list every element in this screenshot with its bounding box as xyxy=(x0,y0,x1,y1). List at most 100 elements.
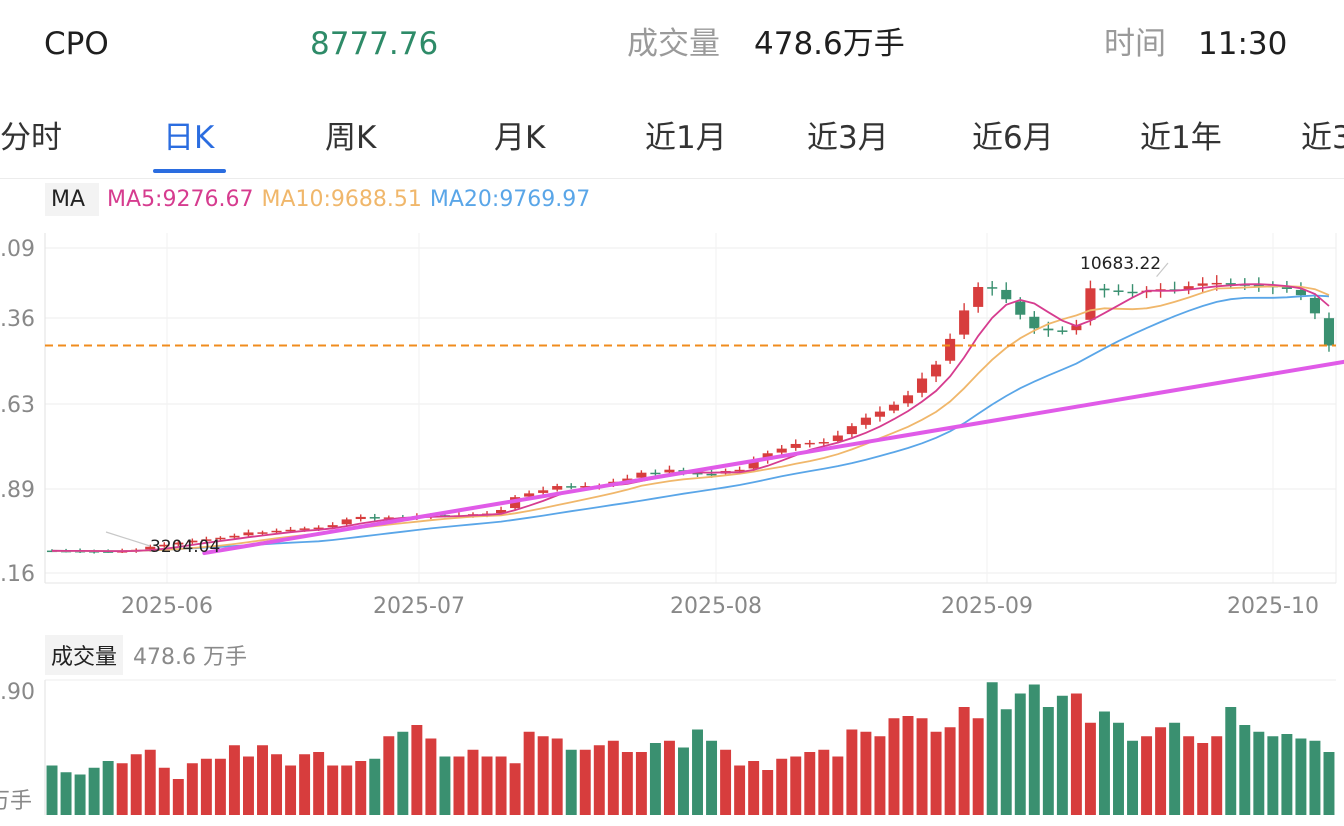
volume-bar xyxy=(439,756,451,815)
volume-bar xyxy=(1056,695,1068,815)
candle-up xyxy=(959,310,970,335)
volume-bar xyxy=(1141,736,1153,815)
tab-daily-k[interactable]: 日K xyxy=(163,120,215,156)
volume-bar xyxy=(74,774,86,815)
volume-bar xyxy=(1183,736,1195,815)
volume-bar xyxy=(130,754,142,815)
candle-up xyxy=(299,528,310,530)
candle-up xyxy=(1071,325,1082,331)
volume-indicator-value: 478.6 万手 xyxy=(133,645,247,670)
candle-up xyxy=(1211,282,1222,285)
tab-weekly-k[interactable]: 周K xyxy=(325,120,377,156)
candle-up xyxy=(1197,283,1208,286)
candle-up xyxy=(524,493,535,497)
volume-bar xyxy=(621,752,633,815)
candle-up xyxy=(931,364,942,377)
period-tabs: 分时 日K 周K 月K 近1月 近3月 近6月 近1年 近3 xyxy=(0,96,1344,179)
volume-bar xyxy=(804,752,816,815)
volume-bar xyxy=(1113,722,1124,815)
tab-monthly-k[interactable]: 月K xyxy=(494,120,546,156)
volume-bar xyxy=(776,758,788,815)
tab-3-years[interactable]: 近3 xyxy=(1301,120,1344,156)
volume-bar xyxy=(186,763,198,815)
volume-bar xyxy=(144,749,156,815)
candle-up xyxy=(846,426,857,435)
time-label: 时间 xyxy=(1104,26,1166,62)
candle-down xyxy=(1225,283,1236,285)
volume-indicator-tag[interactable]: 成交量 xyxy=(45,635,124,675)
volume-bar xyxy=(495,756,507,815)
candle-down xyxy=(1309,297,1321,314)
volume-bar xyxy=(453,756,465,815)
volume-bar xyxy=(1253,731,1265,815)
candle-down xyxy=(1113,290,1124,292)
date-axis-label: 2025-08 xyxy=(670,594,762,619)
candle-up xyxy=(734,469,745,472)
grid-lines xyxy=(45,233,1336,583)
volume-bar xyxy=(706,740,718,815)
volume-bar xyxy=(383,736,395,815)
date-axis-label: 2025-07 xyxy=(373,594,465,619)
candle-down xyxy=(1281,287,1292,289)
volume-bar xyxy=(369,758,381,815)
volume-bar xyxy=(214,758,226,815)
candles xyxy=(46,275,1335,554)
candle-down xyxy=(1295,289,1306,296)
volume-bar xyxy=(958,707,970,815)
candle-down xyxy=(987,287,998,289)
candle-up xyxy=(243,532,254,536)
volume-bar xyxy=(1000,709,1012,815)
volume-bar xyxy=(116,763,128,815)
candle-up xyxy=(790,443,801,448)
candle-up xyxy=(187,540,198,543)
volume-bar xyxy=(355,761,367,815)
volume-bars xyxy=(46,682,1335,815)
volume-bar xyxy=(930,731,942,815)
volume-bar xyxy=(1309,740,1321,815)
volume-legend: 成交量 478.6 万手 xyxy=(45,635,247,675)
candle-up xyxy=(748,460,759,469)
candle-up xyxy=(804,442,815,445)
candle-down xyxy=(1057,330,1068,332)
candle-down xyxy=(1029,316,1040,329)
tab-3-months[interactable]: 近3月 xyxy=(807,120,889,156)
candle-up xyxy=(902,395,914,404)
volume-bar xyxy=(1070,693,1082,815)
volume-bar xyxy=(986,682,998,815)
volume-bar xyxy=(1211,736,1223,815)
volume-bar xyxy=(649,743,661,815)
candle-down xyxy=(692,472,703,475)
symbol-name: CPO xyxy=(44,26,109,62)
ma-indicator-tag[interactable]: MA xyxy=(45,182,100,216)
volume-bar xyxy=(425,738,437,815)
candle-down xyxy=(1253,285,1264,287)
low-annotation-leader xyxy=(105,531,151,547)
volume-bar xyxy=(818,749,830,815)
volume-bar xyxy=(341,765,353,815)
candle-up xyxy=(327,525,338,528)
volume-bar xyxy=(411,725,423,815)
price-axis-label: .89 xyxy=(0,478,35,503)
candle-up xyxy=(285,529,296,532)
candle-up xyxy=(383,517,394,519)
volume-bar xyxy=(313,752,325,815)
volume-bar xyxy=(748,761,760,815)
candle-up xyxy=(215,537,226,540)
volume-bar xyxy=(692,729,703,815)
volume-bar xyxy=(734,765,746,815)
volume-bar xyxy=(551,738,563,815)
volume-bar xyxy=(874,736,886,815)
volume-bar xyxy=(46,765,58,815)
tab-6-months[interactable]: 近6月 xyxy=(972,120,1054,156)
volume-bar xyxy=(635,752,647,815)
last-price: 8777.76 xyxy=(310,26,439,62)
volume-bar xyxy=(1281,734,1293,815)
tab-1-month[interactable]: 近1月 xyxy=(645,120,727,156)
volume-bar xyxy=(102,761,114,815)
volume-bar xyxy=(762,770,774,815)
tab-1-year[interactable]: 近1年 xyxy=(1140,120,1222,156)
tab-intraday[interactable]: 分时 xyxy=(0,120,62,156)
volume-bar xyxy=(790,756,802,815)
price-axis-label: .09 xyxy=(0,237,35,262)
